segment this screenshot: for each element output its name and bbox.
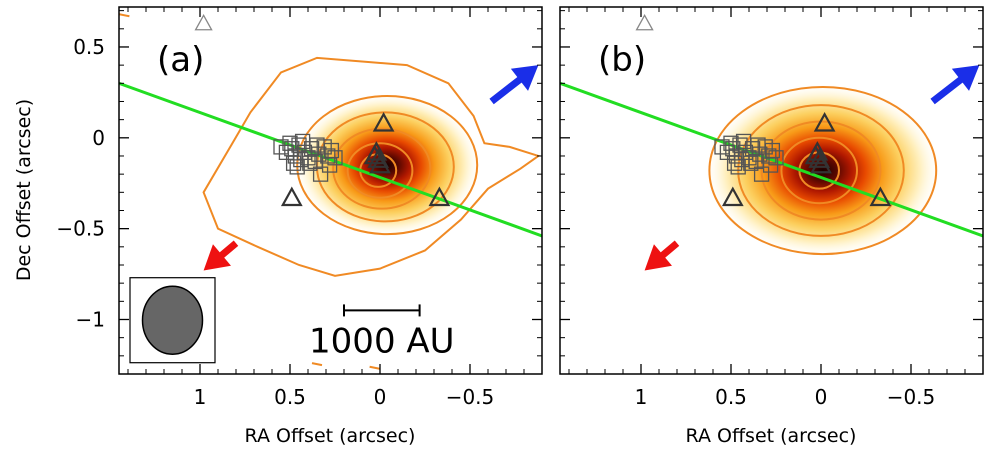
triangle-marker [721, 186, 744, 207]
square-marker [285, 155, 302, 171]
x-axis-title-a: RA Offset (arcsec) [245, 425, 416, 447]
plot-area-0 [119, 13, 542, 370]
triangle-marker [428, 186, 451, 207]
square-marker [762, 157, 779, 173]
contour-level-2 [332, 127, 432, 210]
square-marker [723, 135, 739, 151]
triangle-marker [635, 14, 654, 31]
triangle-marker [869, 186, 892, 207]
square-marker [312, 166, 329, 182]
panel-b: (b) 1 0.5 0 −0.5 [559, 6, 984, 409]
contour-level-0 [708, 85, 938, 256]
stray-contour-mark [119, 13, 130, 18]
triangle-marker [804, 144, 827, 165]
square-marker [743, 155, 759, 171]
contour-level-3 [780, 136, 859, 205]
triangle-marker [813, 112, 836, 132]
x-tick-label: −0.5 [887, 385, 936, 409]
x-tick-label: 1 [635, 385, 648, 409]
beam-ellipse [141, 285, 204, 355]
triangle-marker [363, 144, 386, 165]
square-marker [309, 137, 325, 153]
contour-level-3 [346, 142, 414, 199]
x-tick-label: 0 [815, 385, 828, 409]
x-tick-label: 1 [194, 385, 207, 409]
square-marker [282, 135, 298, 151]
stray-contour-mark [311, 362, 323, 367]
square-marker [321, 157, 338, 173]
red-arrow-head [644, 244, 672, 271]
panel-label: (a) [157, 40, 204, 80]
x-tick-label: 0.5 [715, 385, 747, 409]
x-axis-title-b: RA Offset (arcsec) [686, 425, 857, 447]
square-marker [289, 159, 305, 175]
plot-area-1 [560, 14, 983, 271]
x-tick-label: 0 [374, 385, 387, 409]
contour-outer [202, 56, 541, 277]
triangle-marker [280, 186, 303, 207]
scale-bar-label: 1000 AU [309, 321, 454, 361]
square-marker [730, 159, 746, 175]
square-marker [750, 137, 766, 153]
blue-arrow-head [510, 65, 539, 91]
contour-level-0 [296, 95, 479, 236]
blue-arrow-head [951, 65, 980, 91]
x-tick-label: −0.5 [446, 385, 495, 409]
y-tick-label: 0.5 [73, 35, 105, 59]
y-tick-label: 0 [92, 126, 105, 150]
y-tick-label: −0.5 [56, 217, 105, 241]
y-axis-title: Dec Offset (arcsec) [13, 99, 35, 281]
y-tick-label: −1 [76, 307, 105, 331]
outflow-axis-line [119, 81, 542, 238]
square-marker [726, 155, 743, 171]
triangle-marker [194, 14, 213, 31]
square-marker [302, 155, 318, 171]
triangle-marker [372, 112, 395, 132]
panel-a: 1000 AU (a) 1 0.5 0 −0.5 0.5 0 −0.5 −1 [56, 6, 543, 409]
plot-frame [559, 6, 984, 375]
x-tick-label: 0.5 [274, 385, 306, 409]
square-marker [273, 139, 289, 155]
square-marker [753, 166, 770, 182]
red-arrow-head [203, 244, 231, 271]
square-marker [714, 139, 730, 155]
plot-frame [118, 6, 543, 375]
stray-contour-mark [369, 365, 380, 370]
outflow-axis-line [560, 81, 983, 238]
panel-label: (b) [598, 40, 646, 80]
